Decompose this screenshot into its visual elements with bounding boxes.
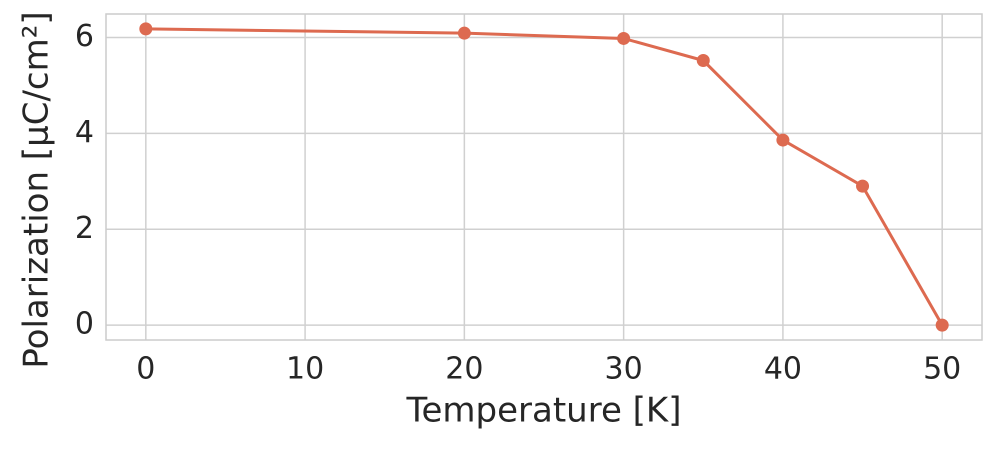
x-tick-label: 10 bbox=[286, 352, 324, 387]
data-point bbox=[696, 54, 710, 68]
y-tick-label: 2 bbox=[75, 211, 94, 246]
x-tick-label: 30 bbox=[605, 352, 643, 387]
data-line bbox=[145, 27, 944, 326]
data-point bbox=[935, 318, 949, 332]
y-tick-label: 6 bbox=[75, 19, 94, 54]
x-tick-label: 40 bbox=[764, 352, 802, 387]
x-tick-label: 20 bbox=[445, 352, 483, 387]
data-point bbox=[139, 22, 153, 36]
data-point bbox=[457, 26, 471, 40]
x-tick-label: 50 bbox=[923, 352, 961, 387]
data-point bbox=[617, 31, 631, 45]
y-tick-label: 0 bbox=[75, 307, 94, 342]
plot-frame bbox=[105, 13, 983, 341]
x-tick-label: 0 bbox=[136, 352, 155, 387]
y-tick-label: 4 bbox=[75, 115, 94, 150]
x-axis-label: Temperature [K] bbox=[405, 391, 681, 431]
data-point bbox=[776, 133, 790, 147]
y-axis-label: Polarization [μC/cm²] bbox=[17, 11, 57, 368]
data-point bbox=[856, 179, 870, 193]
